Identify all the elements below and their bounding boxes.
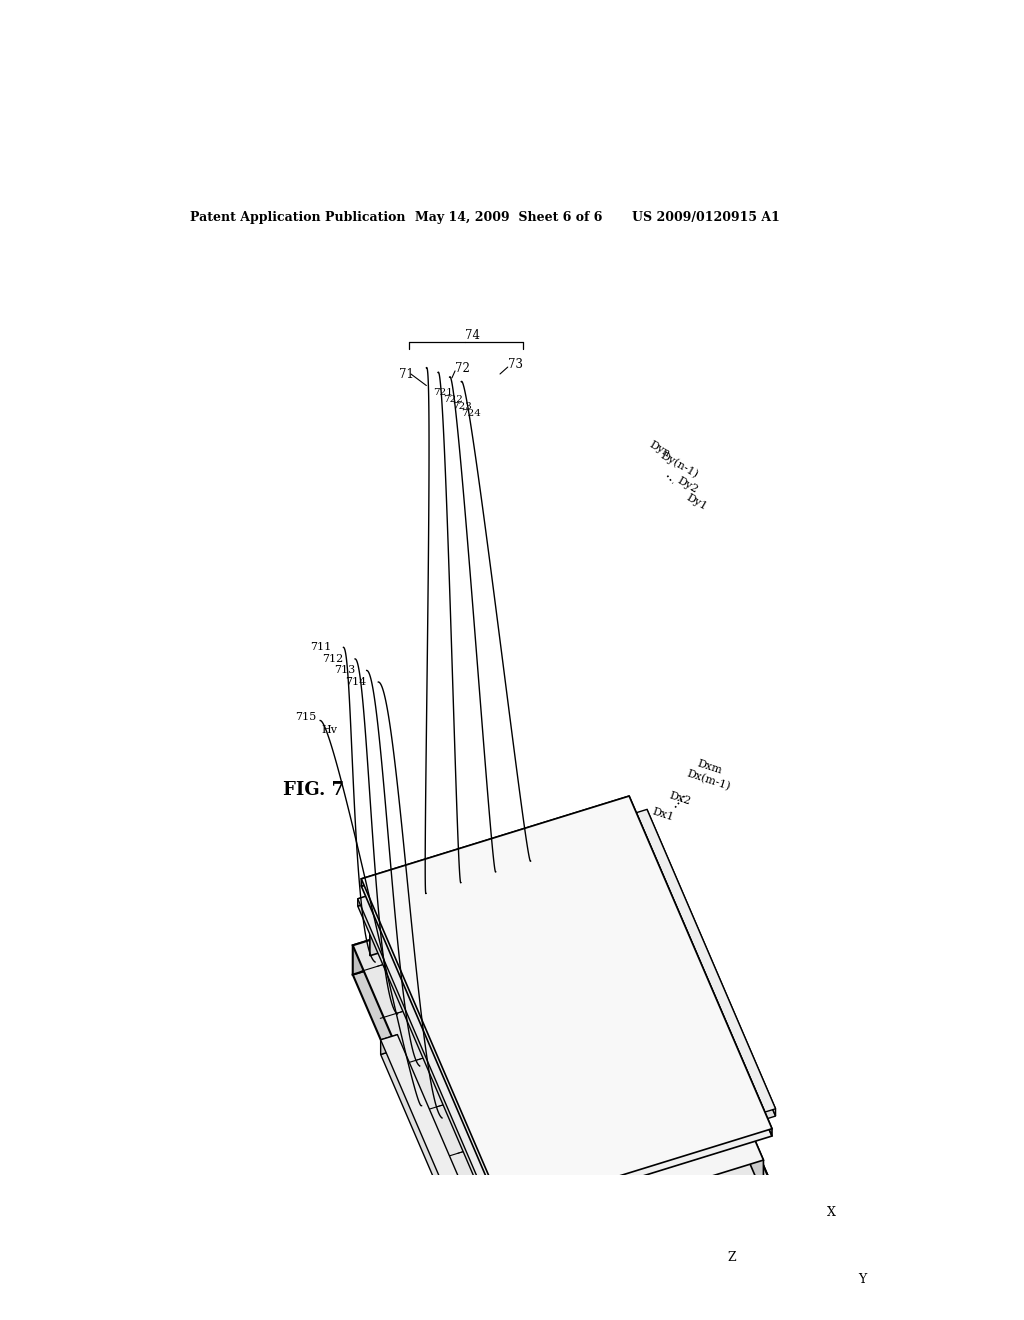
Text: US 2009/0120915 A1: US 2009/0120915 A1 bbox=[632, 211, 779, 224]
Polygon shape bbox=[544, 1098, 593, 1139]
Polygon shape bbox=[621, 1127, 670, 1170]
Polygon shape bbox=[396, 857, 548, 928]
Text: 74: 74 bbox=[465, 329, 480, 342]
Polygon shape bbox=[541, 941, 589, 982]
Polygon shape bbox=[564, 1146, 613, 1187]
Polygon shape bbox=[361, 796, 772, 1212]
Polygon shape bbox=[370, 841, 764, 1239]
Text: Dx2: Dx2 bbox=[668, 791, 691, 808]
Polygon shape bbox=[361, 796, 629, 886]
Polygon shape bbox=[464, 912, 513, 953]
Text: 715: 715 bbox=[295, 713, 316, 722]
Polygon shape bbox=[677, 1110, 726, 1151]
Polygon shape bbox=[357, 895, 369, 906]
Polygon shape bbox=[408, 929, 457, 970]
Text: Dxm: Dxm bbox=[696, 758, 724, 775]
Text: 713: 713 bbox=[334, 665, 355, 676]
Polygon shape bbox=[352, 888, 780, 1320]
Text: Dyn: Dyn bbox=[647, 440, 672, 459]
Text: Hv: Hv bbox=[322, 725, 338, 735]
Polygon shape bbox=[632, 859, 780, 1234]
Polygon shape bbox=[370, 841, 627, 956]
Text: Dx1: Dx1 bbox=[650, 807, 675, 822]
Polygon shape bbox=[508, 1163, 557, 1204]
Text: Dx(m-1): Dx(m-1) bbox=[685, 768, 731, 792]
Text: 73: 73 bbox=[508, 358, 522, 371]
Text: 72: 72 bbox=[455, 362, 470, 375]
Text: 712: 712 bbox=[323, 653, 343, 664]
Text: 721: 721 bbox=[433, 388, 454, 397]
Text: 71: 71 bbox=[399, 367, 414, 380]
Polygon shape bbox=[361, 804, 772, 1218]
Polygon shape bbox=[647, 809, 775, 1117]
Polygon shape bbox=[537, 828, 548, 884]
Polygon shape bbox=[657, 1064, 706, 1105]
Polygon shape bbox=[616, 970, 666, 1011]
Text: FIG. 7: FIG. 7 bbox=[283, 781, 344, 799]
Polygon shape bbox=[520, 894, 569, 935]
Text: 724: 724 bbox=[461, 409, 481, 417]
Polygon shape bbox=[483, 958, 532, 999]
Polygon shape bbox=[636, 809, 775, 1111]
Polygon shape bbox=[381, 1035, 464, 1196]
Polygon shape bbox=[487, 1115, 537, 1158]
Polygon shape bbox=[381, 1035, 397, 1055]
Text: 711: 711 bbox=[310, 643, 332, 652]
Polygon shape bbox=[636, 817, 775, 1119]
Text: X: X bbox=[827, 1206, 836, 1220]
Polygon shape bbox=[352, 859, 780, 1292]
Polygon shape bbox=[524, 1197, 758, 1284]
Polygon shape bbox=[627, 841, 764, 1195]
Polygon shape bbox=[396, 828, 537, 900]
Polygon shape bbox=[427, 975, 476, 1016]
Polygon shape bbox=[637, 1016, 686, 1057]
Text: Dy(n-1): Dy(n-1) bbox=[658, 450, 700, 480]
Polygon shape bbox=[381, 1049, 464, 1210]
Text: Dy1: Dy1 bbox=[684, 492, 709, 512]
Text: Dy2: Dy2 bbox=[675, 475, 699, 495]
Text: 714: 714 bbox=[345, 677, 367, 686]
Polygon shape bbox=[597, 924, 646, 965]
Text: Patent Application Publication: Patent Application Publication bbox=[190, 211, 406, 224]
Polygon shape bbox=[504, 1005, 553, 1047]
Text: 723: 723 bbox=[452, 401, 472, 411]
Polygon shape bbox=[629, 796, 772, 1137]
Polygon shape bbox=[600, 1081, 649, 1122]
Text: Z: Z bbox=[727, 1251, 735, 1265]
Polygon shape bbox=[352, 859, 632, 974]
Polygon shape bbox=[577, 876, 626, 917]
Polygon shape bbox=[560, 987, 609, 1028]
Polygon shape bbox=[396, 828, 548, 899]
Text: 722: 722 bbox=[442, 395, 463, 404]
Text: Y: Y bbox=[858, 1274, 866, 1287]
Text: May 14, 2009  Sheet 6 of 6: May 14, 2009 Sheet 6 of 6 bbox=[415, 211, 602, 224]
Polygon shape bbox=[357, 895, 497, 1199]
Polygon shape bbox=[357, 903, 497, 1205]
Polygon shape bbox=[581, 1035, 630, 1076]
Polygon shape bbox=[524, 1052, 573, 1093]
Polygon shape bbox=[447, 1023, 497, 1064]
Polygon shape bbox=[468, 1069, 516, 1110]
